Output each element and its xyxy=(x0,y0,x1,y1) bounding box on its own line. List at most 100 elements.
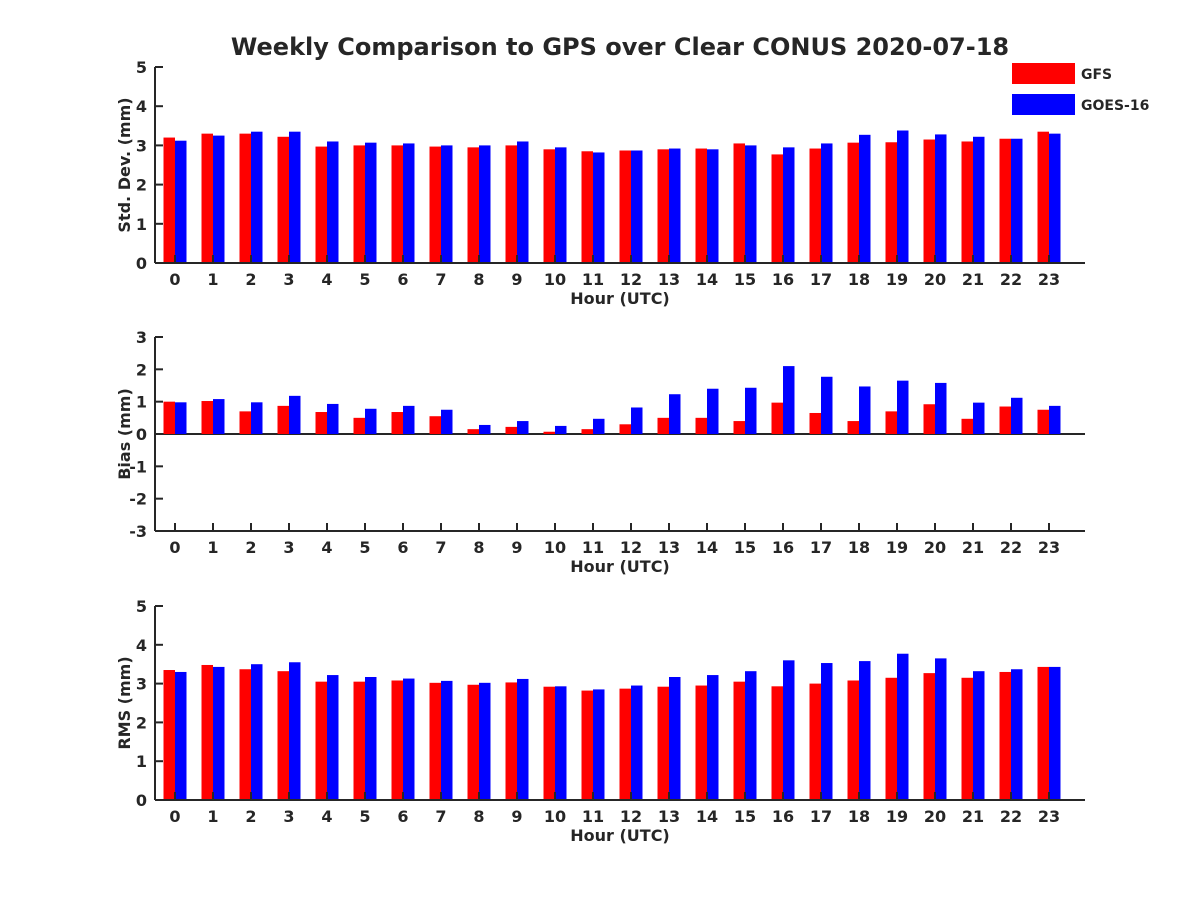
x-tick-label: 18 xyxy=(848,538,870,557)
bar xyxy=(809,683,821,800)
bar xyxy=(923,673,935,800)
bar xyxy=(897,130,909,263)
bar xyxy=(403,143,415,263)
bar xyxy=(479,682,491,800)
bar xyxy=(239,133,251,263)
bar xyxy=(1037,131,1049,263)
bar xyxy=(821,143,833,263)
bar xyxy=(619,688,631,800)
x-tick-label: 5 xyxy=(359,270,370,289)
bar xyxy=(631,407,643,434)
bar xyxy=(999,671,1011,800)
x-tick-label: 0 xyxy=(169,538,180,557)
x-tick-label: 4 xyxy=(321,538,332,557)
x-tick-label: 17 xyxy=(810,538,832,557)
bar xyxy=(543,149,555,263)
x-tick-label: 9 xyxy=(511,807,522,826)
bar xyxy=(201,401,213,434)
x-tick-label: 4 xyxy=(321,270,332,289)
bar xyxy=(429,682,441,800)
bar xyxy=(847,680,859,800)
bar xyxy=(897,380,909,434)
x-tick-label: 8 xyxy=(473,538,484,557)
y-tick-label: 5 xyxy=(136,597,147,616)
bar xyxy=(707,388,719,434)
series-gfs xyxy=(163,401,1049,434)
bar xyxy=(897,653,909,800)
bar xyxy=(239,669,251,800)
bar xyxy=(467,429,479,434)
x-tick-label: 12 xyxy=(620,270,642,289)
x-tick-label: 12 xyxy=(620,807,642,826)
bar xyxy=(999,406,1011,434)
bar xyxy=(467,684,479,800)
y-tick-label: 2 xyxy=(136,713,147,732)
bar xyxy=(441,409,453,434)
y-tick-label: 3 xyxy=(136,136,147,155)
bar xyxy=(657,149,669,263)
x-tick-label: 14 xyxy=(696,538,718,557)
bar xyxy=(555,147,567,263)
x-tick-label: 10 xyxy=(544,538,566,557)
x-tick-label: 16 xyxy=(772,538,794,557)
series-gfs xyxy=(163,664,1049,800)
x-tick-label: 21 xyxy=(962,270,984,289)
bar xyxy=(707,149,719,263)
bar xyxy=(315,412,327,434)
x-tick-label: 2 xyxy=(245,538,256,557)
bar xyxy=(277,136,289,263)
legend: GFS GOES-16 xyxy=(1012,63,1149,115)
x-tick-label: 21 xyxy=(962,538,984,557)
x-tick-label: 0 xyxy=(169,270,180,289)
bar xyxy=(277,671,289,800)
bar xyxy=(973,671,985,800)
bar xyxy=(809,412,821,434)
bar xyxy=(631,150,643,263)
x-tick-label: 11 xyxy=(582,270,604,289)
bar xyxy=(517,421,529,434)
bar xyxy=(859,134,871,263)
bar xyxy=(555,686,567,800)
x-tick-label: 6 xyxy=(397,538,408,557)
bar xyxy=(1037,666,1049,800)
x-tick-label: 8 xyxy=(473,807,484,826)
bar xyxy=(517,141,529,263)
y-tick-label: -3 xyxy=(129,522,147,541)
bar xyxy=(1011,397,1023,434)
bar xyxy=(403,678,415,800)
bar xyxy=(1049,133,1061,263)
y-tick-label: 4 xyxy=(136,97,147,116)
bar xyxy=(175,140,187,263)
bar xyxy=(935,382,947,434)
series-goes-16 xyxy=(175,130,1061,263)
bar xyxy=(201,133,213,263)
bar xyxy=(581,690,593,800)
y-tick-label: 1 xyxy=(136,752,147,771)
bar xyxy=(391,145,403,263)
series-goes-16 xyxy=(175,366,1061,434)
bar xyxy=(289,662,301,800)
bar xyxy=(619,424,631,434)
bar xyxy=(885,677,897,800)
bar xyxy=(935,658,947,800)
x-tick-label: 18 xyxy=(848,270,870,289)
bar xyxy=(353,145,365,263)
bar xyxy=(961,677,973,800)
bar xyxy=(961,418,973,434)
bar xyxy=(581,429,593,434)
x-axis-label: Hour (UTC) xyxy=(570,289,670,308)
legend-label: GOES-16 xyxy=(1081,98,1149,114)
x-tick-label: 1 xyxy=(207,538,218,557)
x-tick-label: 12 xyxy=(620,538,642,557)
bar xyxy=(619,150,631,263)
bar xyxy=(847,142,859,263)
bar xyxy=(581,151,593,263)
bar xyxy=(213,135,225,263)
bar xyxy=(1049,405,1061,434)
x-tick-label: 11 xyxy=(582,538,604,557)
bar xyxy=(657,417,669,434)
x-tick-label: 1 xyxy=(207,270,218,289)
legend-swatch xyxy=(1012,94,1075,115)
